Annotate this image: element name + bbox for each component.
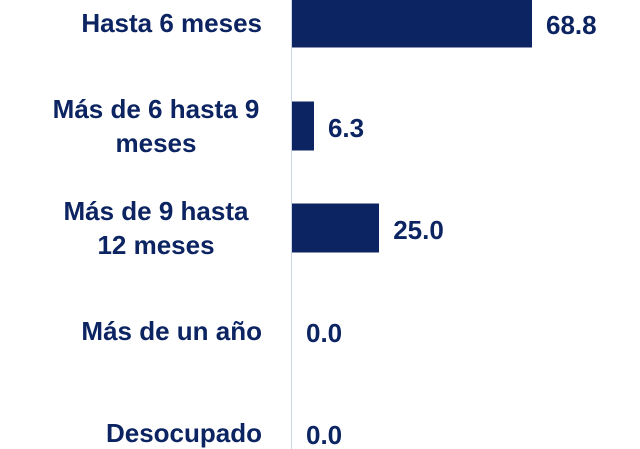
bar xyxy=(292,203,380,253)
category-text: Más de un año xyxy=(81,315,262,346)
bar xyxy=(292,101,314,150)
value-label: 25.0 xyxy=(393,215,444,245)
category-text: Más de 9 hasta 12 meses xyxy=(63,196,249,260)
category-label: Desocupado xyxy=(2,416,262,449)
bar xyxy=(292,0,532,48)
category-label: Hasta 6 meses xyxy=(2,6,262,40)
category-text: Hasta 6 meses xyxy=(81,8,262,38)
value-label: 6.3 xyxy=(327,112,365,143)
category-label: Más de un año xyxy=(2,314,262,348)
category-label: Más de 9 hasta 12 meses xyxy=(2,194,262,262)
value-label: 0.0 xyxy=(306,317,343,348)
axis-line xyxy=(291,0,292,449)
value-label: 68.8 xyxy=(546,10,597,40)
category-text: Desocupado xyxy=(105,418,262,448)
category-text: Más de 6 hasta 9 meses xyxy=(52,93,260,158)
category-label: Más de 6 hasta 9 meses xyxy=(2,92,262,160)
value-label: 0.0 xyxy=(306,420,343,449)
